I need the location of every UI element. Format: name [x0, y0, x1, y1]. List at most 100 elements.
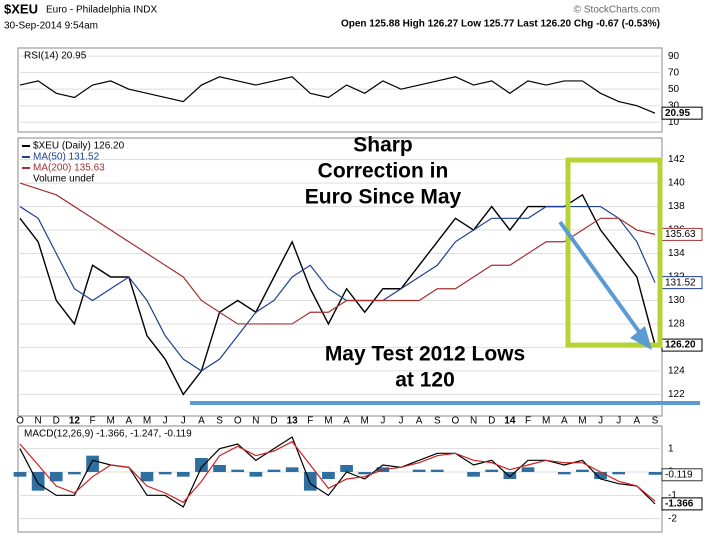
x-tick-label: F: [90, 416, 96, 427]
end-label-box: [661, 497, 703, 511]
y-tick-label: 50: [668, 84, 680, 95]
x-tick-label: D: [488, 416, 495, 427]
highlight-box: [565, 157, 663, 348]
x-tick-label: J: [380, 416, 385, 427]
x-tick-label: A: [198, 416, 205, 427]
histogram-bar: [68, 472, 81, 475]
legend-label: Volume undef: [33, 174, 94, 185]
arrow-head: [630, 326, 652, 350]
histogram-bar: [249, 472, 263, 477]
annotation: Correction in: [318, 160, 449, 183]
x-tick-label: 13: [287, 416, 299, 427]
x-tick-label: A: [634, 416, 641, 427]
y-tick-label: 1: [668, 443, 674, 454]
x-tick-label: N: [35, 416, 42, 427]
x-tick-label: 12: [69, 416, 81, 427]
y-tick-label: 142: [668, 154, 685, 165]
end-label: 131.52: [665, 277, 696, 288]
x-tick-label: D: [270, 416, 277, 427]
y-tick-label: 10: [668, 117, 680, 128]
end-label: 135.63: [665, 229, 696, 240]
end-label: 126.20: [665, 340, 696, 351]
y-tick-label: 90: [668, 51, 680, 62]
x-tick-label: J: [181, 416, 186, 427]
legend-label: MA(200) 135.63: [33, 163, 105, 174]
histogram-bar: [485, 469, 499, 472]
y-tick-label: -2: [668, 513, 677, 524]
x-tick-label: N: [252, 416, 259, 427]
histogram-bar: [412, 469, 426, 472]
histogram-bar: [49, 472, 63, 482]
x-tick-label: M: [107, 416, 115, 427]
x-tick-label: S: [434, 416, 441, 427]
histogram-bar: [158, 472, 172, 475]
panel-frame: [17, 47, 663, 133]
histogram-bar: [303, 472, 317, 491]
y-tick-label: 134: [668, 248, 685, 259]
annotation: Euro Since May: [305, 186, 462, 209]
x-tick-label: F: [525, 416, 531, 427]
series-line: [19, 440, 656, 504]
series-line: [19, 182, 656, 325]
y-tick-label: 70: [668, 67, 680, 78]
quote: Open 125.88 High 126.27 Low 125.77 Last …: [341, 19, 660, 30]
histogram-bar: [612, 472, 626, 475]
y-tick-label: 140: [668, 178, 685, 189]
y-tick-label: 122: [668, 389, 685, 400]
histogram-bar: [340, 465, 353, 472]
y-tick-label: -1: [668, 490, 677, 501]
x-tick-label: F: [307, 416, 313, 427]
end-label: -1.366: [665, 499, 694, 510]
x-tick-label: 14: [504, 416, 516, 427]
histogram-bar: [358, 472, 372, 475]
legend-label: MA(50) 131.52: [33, 152, 100, 163]
y-tick-label: 30: [668, 100, 680, 111]
legend-label: $XEU (Daily) 126.20: [33, 141, 125, 152]
histogram-bar: [576, 469, 589, 472]
x-tick-label: A: [561, 416, 568, 427]
series-line: [19, 76, 656, 114]
histogram-bar: [140, 472, 154, 482]
y-tick-label: 138: [668, 201, 685, 212]
x-tick-label: N: [470, 416, 477, 427]
x-tick-label: O: [16, 416, 24, 427]
x-tick-label: J: [616, 416, 621, 427]
x-tick-label: S: [652, 416, 659, 427]
annotation: Sharp: [353, 134, 413, 157]
x-tick-label: D: [53, 416, 60, 427]
x-tick-label: J: [163, 416, 168, 427]
x-tick-label: A: [343, 416, 350, 427]
histogram-bar: [176, 472, 190, 477]
end-label: 20.95: [665, 108, 690, 119]
end-label-box: [661, 106, 703, 120]
x-tick-label: O: [452, 416, 460, 427]
histogram-bar: [86, 455, 99, 472]
histogram-bar: [521, 467, 535, 472]
histogram-bar: [503, 472, 517, 479]
y-tick-label: 130: [668, 295, 685, 306]
end-label: -0.119: [665, 469, 693, 480]
histogram-bar: [594, 472, 607, 479]
annotation: May Test 2012 Lows: [325, 343, 525, 366]
histogram-bar: [430, 469, 444, 472]
x-tick-label: M: [361, 416, 369, 427]
date: 30-Sep-2014 9:54am: [4, 21, 98, 32]
series-line: [19, 205, 656, 372]
x-tick-label: J: [598, 416, 603, 427]
histogram-bar: [267, 469, 281, 472]
x-tick-label: M: [143, 416, 151, 427]
y-tick-label: 128: [668, 319, 685, 330]
x-tick-label: M: [324, 416, 332, 427]
x-tick-label: A: [416, 416, 423, 427]
histogram-bar: [648, 472, 662, 475]
arrow: [558, 220, 647, 342]
x-tick-label: A: [126, 416, 133, 427]
copyright: © StockCharts.com: [574, 5, 660, 16]
histogram-bar: [467, 472, 480, 477]
histogram-bar: [557, 472, 571, 475]
histogram-bar: [322, 472, 335, 479]
panel-label: MACD(12,26,9) -1.366, -1.247, -0.119: [24, 429, 192, 440]
x-tick-label: S: [216, 416, 223, 427]
